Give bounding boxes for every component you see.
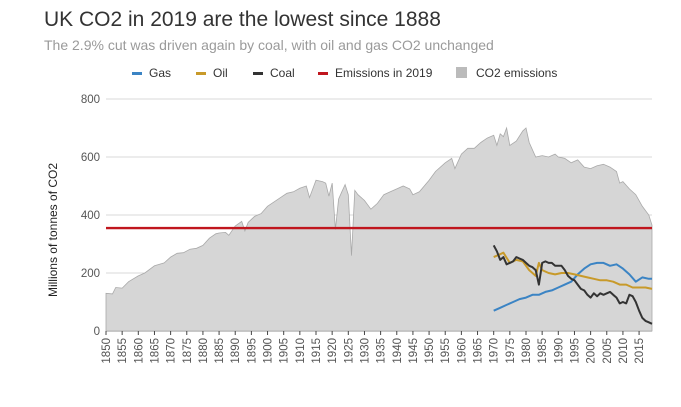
x-tick-label-1995: 1995 <box>570 338 582 364</box>
x-tick-label-1950: 1950 <box>424 338 436 364</box>
x-tick-label-1925: 1925 <box>343 338 355 364</box>
plot-area: 0 200 400 600 800 1850 1855 1860 1865 1870 1875 188… <box>81 94 653 364</box>
x-tick-label-1905: 1905 <box>279 338 291 364</box>
legend-swatch-coal <box>253 72 263 75</box>
x-tick-label-1920: 1920 <box>327 338 339 364</box>
x-tick-label-1940: 1940 <box>392 338 404 364</box>
x-tick-label-1885: 1885 <box>214 338 226 364</box>
x-tick-label-2010: 2010 <box>618 338 630 364</box>
x-tick-label-1975: 1975 <box>505 338 517 364</box>
y-axis-label: Millions of tonnes of CO2 <box>46 163 60 297</box>
legend-label-co2-emissions: CO2 emissions <box>476 66 557 80</box>
legend-label-oil: Oil <box>213 66 228 80</box>
series-line-gas <box>493 261 652 312</box>
x-tick-label-1985: 1985 <box>537 338 549 364</box>
x-tick-label-1890: 1890 <box>230 338 242 364</box>
legend-label-coal: Coal <box>270 66 295 80</box>
x-tick-label-1895: 1895 <box>246 338 258 364</box>
chart-title: UK CO2 in 2019 are the lowest since 1888 <box>44 8 441 31</box>
x-tick-label-1880: 1880 <box>198 338 210 364</box>
legend-label-emissions-2019: Emissions in 2019 <box>335 66 433 80</box>
x-tick-label-1955: 1955 <box>440 338 452 364</box>
x-tick-label-1915: 1915 <box>311 338 323 364</box>
legend-swatch-oil <box>196 72 206 75</box>
x-tick-label-1850: 1850 <box>101 338 113 364</box>
x-tick-label-1980: 1980 <box>521 338 533 364</box>
x-tick-label-2000: 2000 <box>586 338 598 364</box>
x-tick-label-1860: 1860 <box>133 338 145 364</box>
x-tick-label-1945: 1945 <box>408 338 420 364</box>
legend-swatch-co2-emissions <box>456 67 467 78</box>
y-tick-label-800: 800 <box>81 94 100 106</box>
x-tick-label-1990: 1990 <box>553 338 565 364</box>
legend-swatch-emissions-2019 <box>318 72 328 75</box>
x-tick-label-1870: 1870 <box>166 338 178 364</box>
y-tick-label-200: 200 <box>81 268 100 280</box>
x-tick-label-1865: 1865 <box>150 338 162 364</box>
legend-swatch-gas <box>132 72 142 75</box>
x-tick-label-1935: 1935 <box>376 338 388 364</box>
x-tick-label-1875: 1875 <box>182 338 194 364</box>
series-area-co2-emissions <box>105 126 653 332</box>
series-line-coal <box>492 244 653 325</box>
series-line-oil <box>493 251 653 290</box>
x-tick-label-2005: 2005 <box>602 338 614 364</box>
x-tick-label-1970: 1970 <box>489 338 501 364</box>
legend-label-gas: Gas <box>149 66 171 80</box>
x-tick-label-1855: 1855 <box>117 338 129 364</box>
y-tick-label-600: 600 <box>81 152 100 164</box>
x-tick-label-1900: 1900 <box>263 338 275 364</box>
x-tick-label-1965: 1965 <box>473 338 485 364</box>
y-tick-label-400: 400 <box>81 210 100 222</box>
x-tick-label-1960: 1960 <box>456 338 468 364</box>
x-tick-label-1910: 1910 <box>295 338 307 364</box>
x-tick-label-2015: 2015 <box>634 338 646 364</box>
legend: Gas Oil Coal Emissions in 2019 CO2 emiss… <box>132 66 557 80</box>
x-tick-label-1930: 1930 <box>360 338 372 364</box>
chart-subtitle: The 2.9% cut was driven again by coal, w… <box>44 37 494 53</box>
y-tick-label-0: 0 <box>94 326 100 338</box>
